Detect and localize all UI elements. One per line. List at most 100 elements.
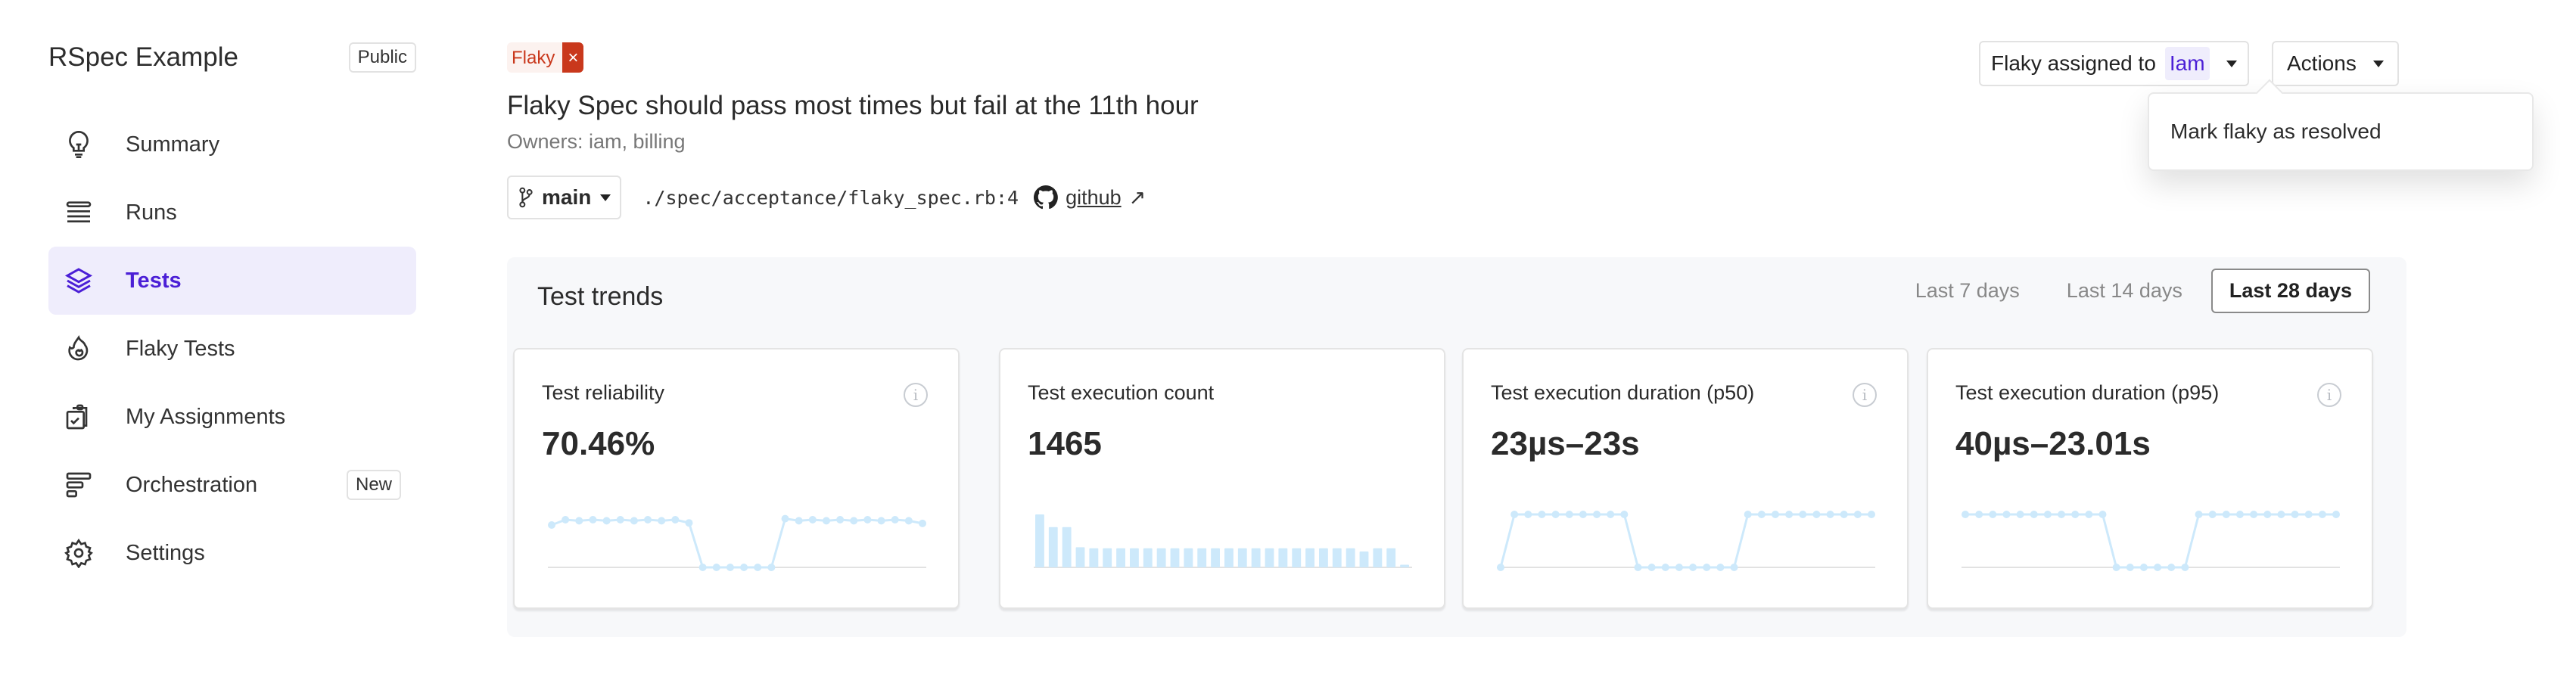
data-point: [767, 564, 776, 571]
sidebar-item-my-assignments[interactable]: My Assignments: [48, 383, 416, 451]
data-point: [754, 564, 762, 571]
bar: [1319, 548, 1328, 567]
card-value: 1465: [1028, 425, 1102, 462]
data-point: [2235, 511, 2244, 518]
data-point: [2139, 564, 2148, 571]
data-point: [1593, 511, 1601, 518]
caret-down-icon: [2226, 60, 2237, 67]
bar: [1143, 548, 1153, 567]
bars-icon: [66, 472, 92, 498]
tab-last-28-days[interactable]: Last 28 days: [2210, 269, 2370, 313]
bar: [1035, 514, 1044, 567]
data-point: [2167, 564, 2176, 571]
info-icon[interactable]: i: [1853, 383, 1877, 407]
data-point: [891, 516, 899, 523]
data-point: [1538, 511, 1546, 518]
card-value: 40µs–23.01s: [1955, 425, 2151, 462]
reliability-sparkline: [548, 514, 926, 571]
data-point: [2208, 511, 2217, 518]
data-point: [1551, 511, 1560, 518]
actions-button[interactable]: Actions: [2272, 41, 2399, 86]
menu-item-mark-resolved[interactable]: Mark flaky as resolved: [2170, 120, 2382, 143]
github-link-label[interactable]: github: [1066, 185, 1122, 209]
data-point: [1744, 511, 1752, 518]
bar: [1156, 548, 1166, 567]
data-point: [795, 517, 803, 525]
sidebar-item-runs[interactable]: Runs: [48, 179, 416, 247]
data-point: [1565, 511, 1573, 518]
card-execution-count: Test execution count 1465: [999, 348, 1445, 609]
remove-flaky-button[interactable]: ×: [562, 42, 584, 73]
data-point: [548, 521, 555, 529]
data-point: [1853, 511, 1862, 518]
info-icon[interactable]: i: [2317, 383, 2341, 407]
data-point: [712, 564, 720, 571]
tab-last-14-days[interactable]: Last 14 days: [2066, 279, 2182, 302]
flaky-badge-label: Flaky: [507, 42, 563, 73]
data-point: [1757, 511, 1766, 518]
card-value: 23µs–23s: [1491, 425, 1640, 462]
sidebar: RSpec Example Public Summary Runs Tests …: [48, 38, 416, 587]
branch-select[interactable]: main: [507, 176, 622, 219]
data-point: [671, 516, 680, 523]
data-point: [644, 516, 652, 523]
bar: [1305, 548, 1314, 567]
bar: [1103, 548, 1112, 567]
data-point: [616, 516, 624, 523]
data-point: [877, 517, 885, 525]
bar: [1386, 548, 1396, 567]
new-badge: New: [346, 470, 401, 500]
data-point: [1771, 511, 1779, 518]
data-point: [562, 516, 570, 523]
tab-last-7-days[interactable]: Last 7 days: [1915, 279, 2020, 302]
sidebar-item-tests[interactable]: Tests: [48, 247, 416, 315]
git-branch-icon: [519, 187, 533, 208]
data-point: [822, 517, 830, 525]
flaky-assignee-select[interactable]: Flaky assigned to Iam: [1979, 41, 2249, 86]
assignee: Iam: [2164, 47, 2210, 80]
data-point: [1579, 511, 1587, 518]
clipboard-check-icon: [66, 404, 88, 430]
project-header: RSpec Example Public: [48, 38, 416, 77]
bar: [1075, 547, 1085, 567]
data-point: [2058, 511, 2066, 518]
data-point: [726, 564, 734, 571]
panel-title: Test trends: [537, 282, 664, 311]
sidebar-item-summary[interactable]: Summary: [48, 110, 416, 179]
data-point: [1730, 564, 1738, 571]
data-point: [1675, 564, 1683, 571]
data-point: [2277, 511, 2285, 518]
caret-down-icon: [2372, 60, 2384, 67]
assigned-label: Flaky assigned to: [1991, 51, 2156, 75]
spec-path: ./spec/acceptance/flaky_spec.rb:4: [642, 186, 1019, 209]
bar: [1265, 548, 1274, 567]
data-point: [2318, 511, 2326, 518]
data-point: [1607, 511, 1615, 518]
test-trends-panel: Test trends Last 7 days Last 14 days Las…: [507, 257, 2406, 637]
data-point: [1716, 564, 1725, 571]
data-point: [1868, 511, 1875, 518]
bar: [1048, 527, 1058, 567]
data-point: [1620, 511, 1629, 518]
data-point: [2304, 511, 2313, 518]
data-point: [1703, 564, 1711, 571]
bar: [1224, 548, 1234, 567]
card-title: Test execution count: [1028, 381, 1215, 404]
sidebar-item-label: Tests: [126, 268, 182, 293]
data-point: [630, 517, 638, 525]
data-point: [1975, 511, 1983, 518]
info-icon[interactable]: i: [904, 383, 928, 407]
data-point: [2098, 511, 2107, 518]
sidebar-item-flaky-tests[interactable]: Flaky Tests: [48, 315, 416, 383]
owners: Owners: iam, billing: [507, 130, 686, 153]
data-point: [919, 519, 926, 527]
series-line: [551, 517, 923, 569]
github-link[interactable]: github ↗: [1034, 185, 1146, 210]
data-point: [575, 517, 583, 525]
data-point: [904, 517, 913, 525]
sidebar-item-settings[interactable]: Settings: [48, 519, 416, 587]
flaky-badge: Flaky ×: [507, 42, 584, 73]
sidebar-item-orchestration[interactable]: Orchestration New: [48, 451, 416, 519]
data-point: [2181, 564, 2189, 571]
data-point: [1826, 511, 1834, 518]
